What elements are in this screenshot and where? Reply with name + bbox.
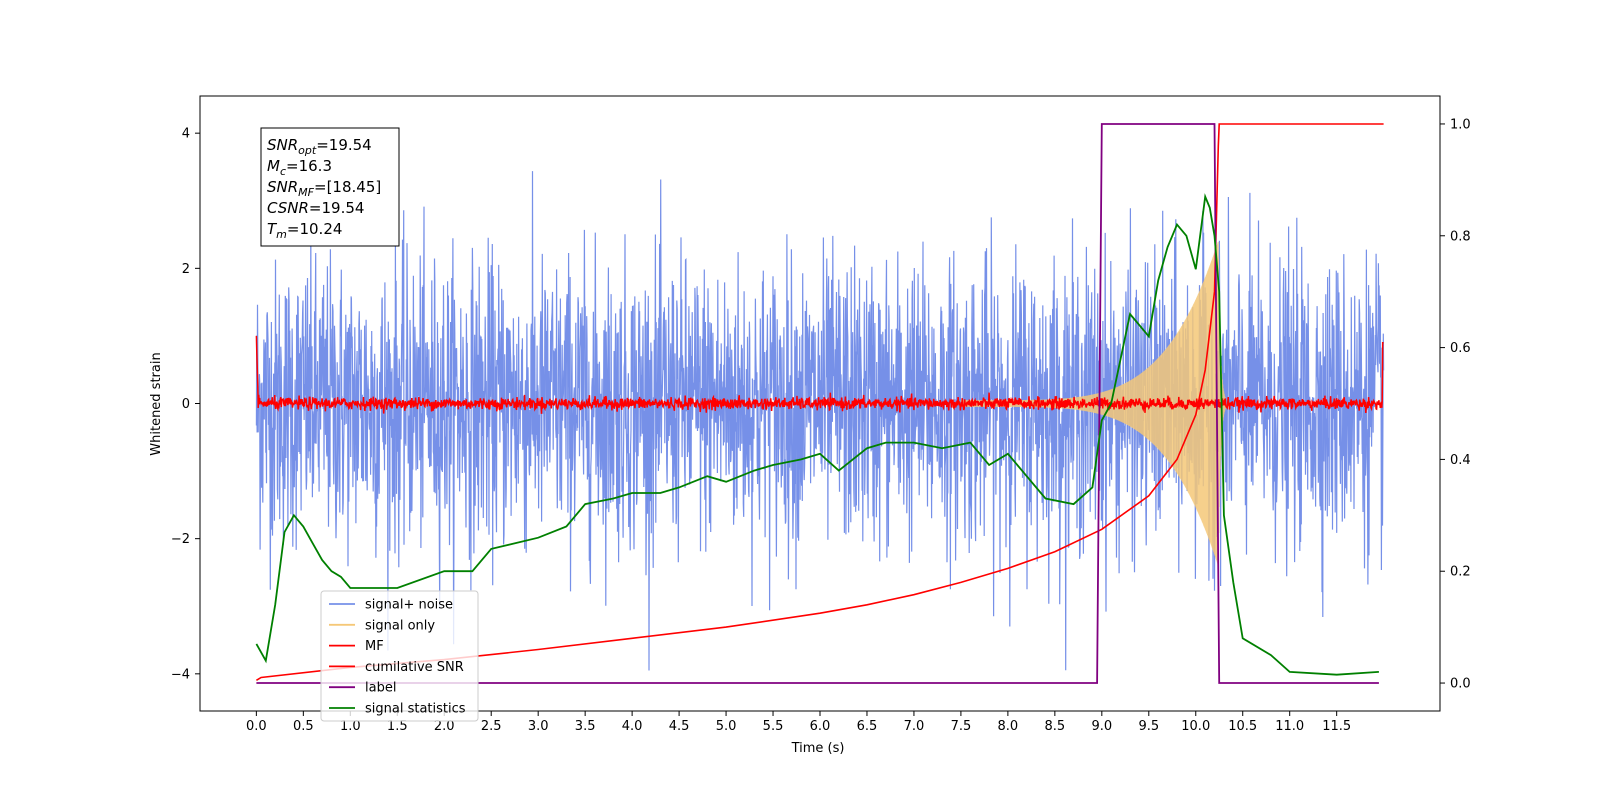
x-tick-label: 8.0 [998,719,1019,734]
x-tick-label: 0.5 [293,719,314,734]
y2-tick-label: 1.0 [1450,117,1471,132]
annotation-line: SNRopt=19.54 [267,136,372,157]
series-signal-statistics [255,193,1379,676]
y-tick-label: 0 [182,397,190,412]
y-tick-label: −2 [171,532,190,547]
legend: signal+ noise signal only MF cumilative SNR… [320,590,479,722]
x-tick-label: 3.0 [528,719,549,734]
x-tick-label: 4.0 [622,719,643,734]
y-axis-label: Whitened strain [149,352,164,455]
annotation-line: CSNR=19.54 [267,199,364,217]
legend-entry: MF [365,639,384,654]
y-tick-label: 4 [182,127,190,142]
annotation-line: Tm=10.24 [267,220,342,241]
x-tick-label: 7.0 [904,719,925,734]
annotation-line: Mc=16.3 [267,157,332,178]
legend-entry: cumilative SNR [365,660,464,675]
x-tick-label: 2.5 [481,719,502,734]
y2-tick-label: 0.4 [1450,453,1471,468]
legend-entry: label [365,681,396,696]
y2-tick-label: 0.2 [1450,565,1471,580]
x-tick-label: 2.0 [434,719,455,734]
annotation-line: SNRMF=[18.45] [267,178,381,199]
x-tick-label: 3.5 [575,719,596,734]
y2-tick-label: 0.0 [1450,677,1471,692]
x-tick-label: 11.0 [1275,719,1304,734]
x-tick-label: 11.5 [1322,719,1351,734]
legend-entry: signal only [365,618,435,633]
x-tick-label: 6.5 [857,719,878,734]
y2-tick-label: 0.6 [1450,341,1471,356]
series-mf [255,335,1384,414]
x-tick-label: 10.5 [1228,719,1257,734]
x-tick-label: 6.0 [810,719,831,734]
stats-annotation: SNRopt=19.54Mc=16.3SNRMF=[18.45]CSNR=19.… [260,127,400,247]
legend-entry: signal statistics [365,702,466,717]
series-label [256,123,1379,684]
legend-box [320,590,479,722]
x-tick-label: 10.0 [1181,719,1210,734]
annotation-box [260,127,400,247]
legend-entry: signal+ noise [365,598,453,613]
x-tick-label: 1.0 [340,719,361,734]
x-tick-label: 8.5 [1045,719,1066,734]
y2-tick-label: 0.8 [1450,229,1471,244]
x-tick-label: 1.5 [387,719,408,734]
x-tick-label: 5.0 [716,719,737,734]
x-tick-label: 9.5 [1138,719,1159,734]
series-signal-only [960,241,1227,566]
x-tick-label: 9.0 [1091,719,1112,734]
x-tick-label: 4.5 [669,719,690,734]
x-tick-label: 0.0 [246,719,267,734]
x-tick-label: 7.5 [951,719,972,734]
x-tick-label: 5.5 [763,719,784,734]
y-tick-label: −4 [171,667,190,682]
y-tick-label: 2 [182,262,190,277]
x-axis-label: Time (s) [791,741,845,756]
series-cumulative-snr [255,123,1384,681]
